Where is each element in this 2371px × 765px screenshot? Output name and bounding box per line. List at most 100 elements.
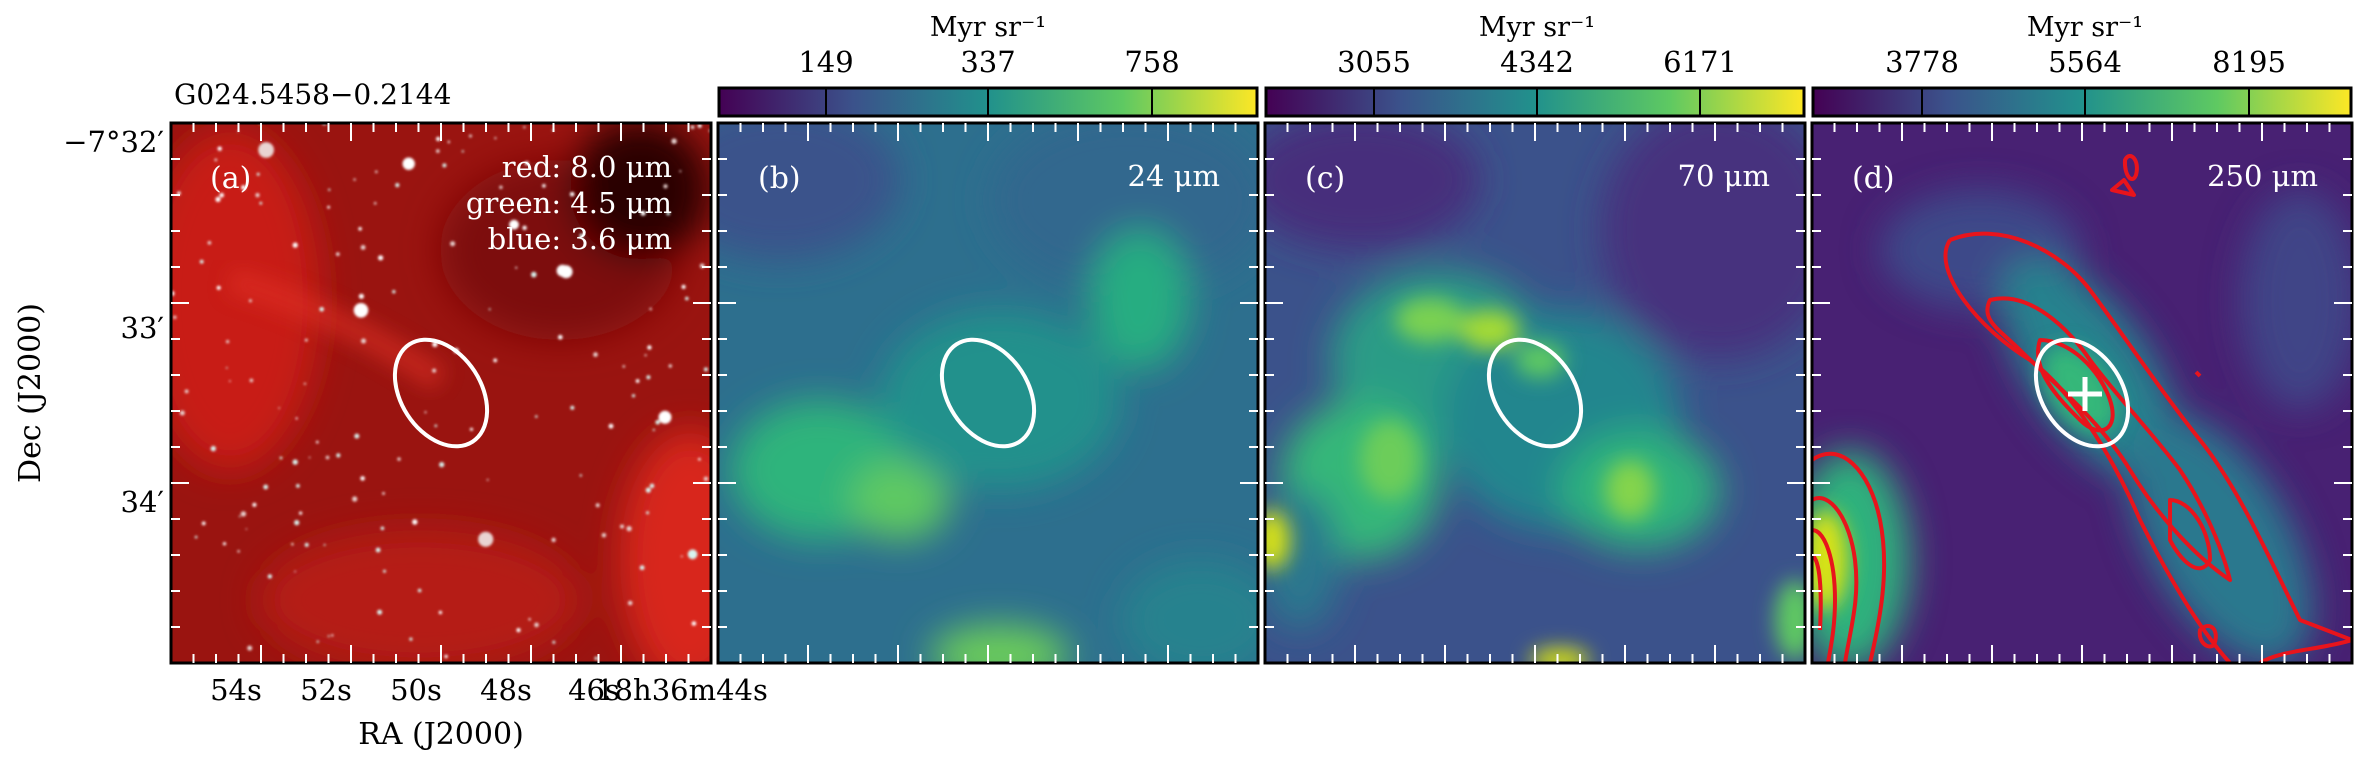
star [294,520,300,526]
colorbar-unit: Myr sr⁻¹ [930,12,1046,43]
colorbar-unit: Myr sr⁻¹ [1479,12,1595,43]
star [331,634,334,637]
star [447,140,450,144]
star [353,303,369,318]
star [395,183,400,188]
colorbar-c: Myr sr⁻¹ 3055 4342 6171 [1264,12,1806,118]
legend-blue: blue: 3.6 μm [488,222,672,256]
star [444,654,448,659]
star [327,635,330,638]
star [216,285,221,290]
star [199,259,204,264]
star [402,157,415,170]
dec-tick-label: 34′ [121,485,165,519]
star [299,511,303,515]
star [256,172,260,176]
star [252,502,257,507]
star [499,185,503,189]
star [442,163,447,168]
star [226,340,230,344]
panel-c [1265,123,1805,663]
star [469,427,474,431]
star [663,184,668,189]
star [552,640,556,644]
star [601,533,607,538]
star [640,210,646,216]
star [691,621,697,626]
star [438,610,443,615]
star [375,547,381,553]
panel-a [171,123,711,663]
star [201,521,206,526]
star [687,549,698,560]
star [646,375,651,380]
star [509,219,519,230]
star [255,193,260,198]
star [436,136,441,142]
star [303,382,306,385]
star [214,158,218,162]
band-label: 250 μm [2207,159,2318,193]
star [439,462,445,468]
panel-letter: (a) [210,161,251,196]
star [594,656,598,660]
star [304,542,309,547]
star [336,453,341,458]
panel-letter: (c) [1305,161,1345,196]
star [245,528,248,530]
star [173,315,177,319]
star [296,484,300,488]
colorbar-d: Myr sr⁻¹ 3778 5564 8195 [1811,12,2353,118]
band-label: 70 μm [1678,159,1770,193]
axis-ticks [171,123,2352,663]
star [658,410,672,424]
colorbar-tick: 6171 [1663,45,1737,79]
star [194,535,198,539]
source-title: G024.5458−0.2144 [174,78,451,111]
star [570,405,575,410]
band-label: 24 μm [1128,159,1220,193]
y-axis-label: Dec (J2000) [13,303,48,483]
star [360,476,365,481]
aperture-ellipse [939,337,1037,449]
star [219,192,224,198]
panel-letter: (d) [1852,161,1895,196]
star [360,245,366,250]
star [354,433,360,439]
star [542,184,546,188]
star [263,484,269,490]
star [358,293,364,299]
star [639,565,645,571]
x-axis-label: RA (J2000) [358,717,524,752]
star [556,264,569,277]
star [373,202,377,205]
star [558,334,563,340]
star [679,170,682,173]
star [240,511,247,517]
star [248,299,252,303]
star [383,569,386,573]
star [652,428,655,431]
star [328,188,331,191]
colorbar-unit: Myr sr⁻¹ [2027,12,2143,43]
ra-tick-label: 50s [390,673,442,707]
star [358,227,362,231]
star [392,290,396,294]
star [698,457,701,461]
star [361,338,366,344]
dec-tick-label: −7°32′ [63,125,164,159]
colorbar-tick: 149 [798,45,853,79]
colorbar-tick: 8195 [2212,45,2286,79]
star [649,307,652,311]
star [528,618,531,621]
star [655,420,660,425]
star [325,455,330,460]
star [627,600,633,606]
star [179,410,185,416]
star [316,640,319,643]
panel-b [718,123,1258,663]
star [215,196,221,202]
colorbar-tick: 337 [960,45,1015,79]
colorbar-b: Myr sr⁻¹ 149 337 758 [717,12,1259,118]
